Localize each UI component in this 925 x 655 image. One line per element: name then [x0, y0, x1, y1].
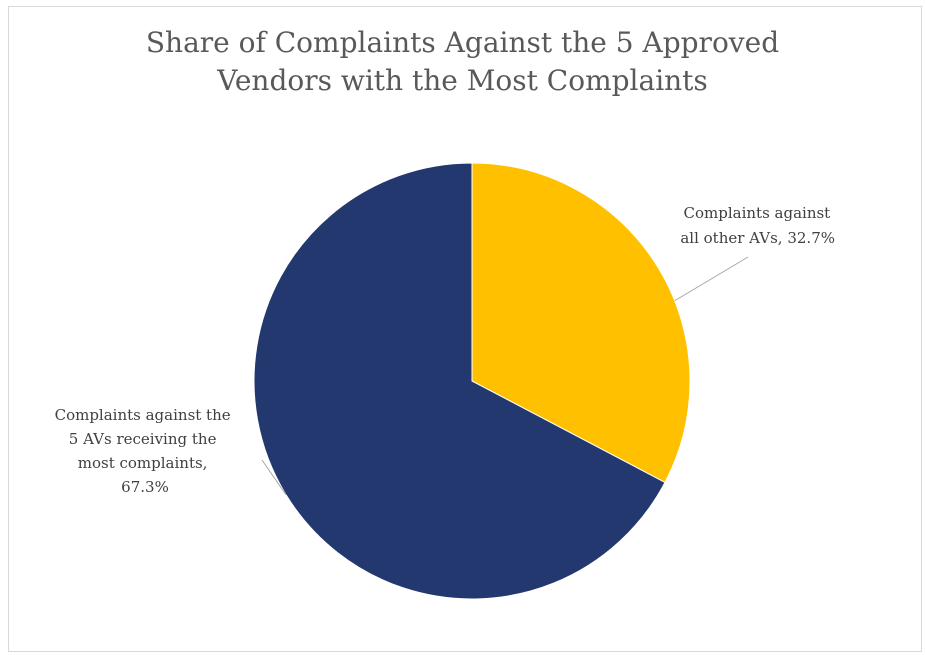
chart-title-line-2: Vendors with the Most Complaints: [217, 64, 708, 97]
chart-title-line-1: Share of Complaints Against the 5 Approv…: [145, 26, 780, 59]
slice-label-other-line-2: all other AVs, 32.7%: [680, 229, 835, 247]
slice-label-top5-line-1: Complaints against the: [55, 406, 231, 424]
slice-label-top5-line-3: most complaints,: [78, 454, 208, 472]
chart-title: Share of Complaints Against the 5 Approv…: [0, 24, 925, 100]
slice-label-top5-line-2: 5 AVs receiving the: [69, 430, 217, 448]
leader-line-top-5-avs: [261, 459, 287, 496]
slice-label-other-avs: Complaints against all other AVs, 32.7%: [680, 204, 835, 247]
leader-line-other-avs: [674, 256, 749, 302]
slice-label-top5-line-4: 67.3%: [121, 478, 169, 496]
slice-label-top-5-avs: Complaints against the 5 AVs receiving t…: [55, 406, 236, 496]
slice-label-other-line-1: Complaints against: [684, 204, 831, 222]
pie-slice-other-avs: [471, 162, 691, 484]
